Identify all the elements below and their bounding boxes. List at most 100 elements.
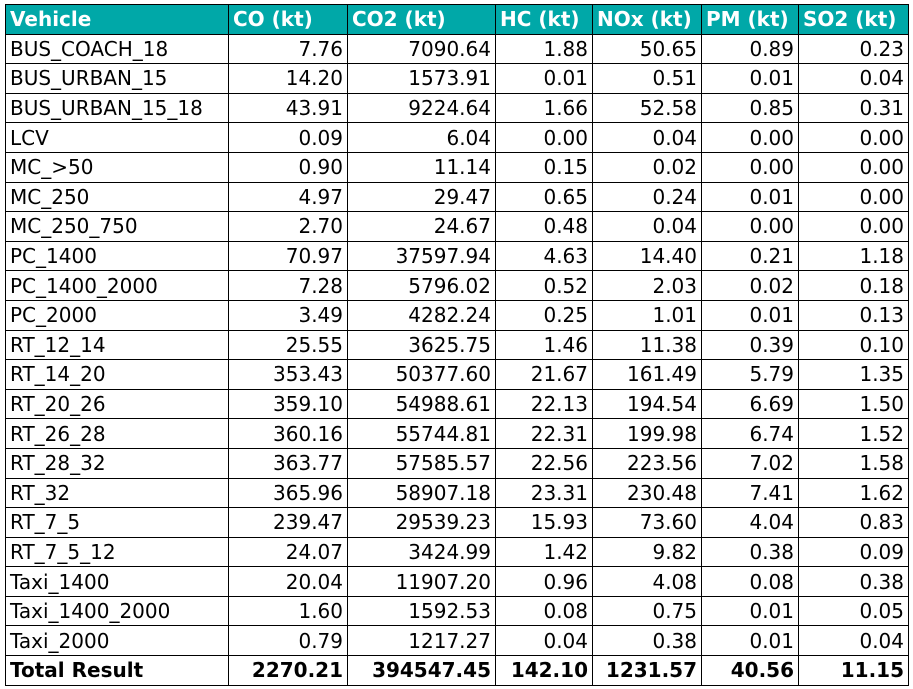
so2-cell: 0.00 [798, 151, 909, 183]
co-cell: 7.76 [228, 33, 348, 65]
table-row: PC_2000 3.49 4282.24 0.25 1.01 0.01 0.13 [5, 299, 909, 331]
table-row: RT_28_32 363.77 57585.57 22.56 223.56 7.02 1.5… [5, 447, 909, 479]
pm-cell: 0.01 [701, 595, 799, 627]
total-so2: 11.15 [798, 655, 909, 686]
co2-cell: 4282.24 [347, 299, 496, 331]
total-row: Total Result 2270.21 394547.45 142.10 12… [5, 655, 909, 686]
so2-cell: 0.18 [798, 270, 909, 301]
so2-cell: 1.58 [798, 447, 909, 479]
hc-cell: 0.65 [495, 181, 593, 213]
header-row: Vehicle CO (kt) CO2 (kt) HC (kt) NOx (kt… [5, 4, 909, 35]
hc-cell: 21.67 [495, 359, 593, 390]
total-co2: 394547.45 [347, 655, 496, 686]
total-co: 2270.21 [228, 655, 348, 686]
so2-cell: 0.05 [798, 595, 909, 627]
pm-cell: 0.01 [701, 625, 799, 657]
pm-cell: 0.21 [701, 240, 799, 272]
total-nox: 1231.57 [592, 655, 702, 686]
column-header-vehicle: Vehicle [5, 4, 229, 35]
table-row: RT_14_20 353.43 50377.60 21.67 161.49 5.79 1.3… [5, 359, 909, 390]
pm-cell: 0.01 [701, 63, 799, 94]
hc-cell: 1.42 [495, 536, 593, 568]
co-cell: 0.09 [228, 122, 348, 153]
co2-cell: 37597.94 [347, 240, 496, 272]
vehicle-cell: PC_1400_2000 [5, 270, 229, 301]
co-cell: 25.55 [228, 329, 348, 361]
vehicle-cell: Taxi_1400_2000 [5, 595, 229, 627]
vehicle-cell: RT_12_14 [5, 329, 229, 361]
hc-cell: 0.48 [495, 211, 593, 242]
nox-cell: 0.04 [592, 211, 702, 242]
co2-cell: 57585.57 [347, 447, 496, 479]
nox-cell: 0.24 [592, 181, 702, 213]
vehicle-cell: LCV [5, 122, 229, 153]
pm-cell: 6.74 [701, 418, 799, 449]
table-row: RT_7_5_12 24.07 3424.99 1.42 9.82 0.38 0.09 [5, 536, 909, 568]
co-cell: 0.79 [228, 625, 348, 657]
nox-cell: 0.75 [592, 595, 702, 627]
so2-cell: 0.10 [798, 329, 909, 361]
table-row: Taxi_1400 20.04 11907.20 0.96 4.08 0.08 0.38 [5, 566, 909, 597]
total-pm: 40.56 [701, 655, 799, 686]
co2-cell: 55744.81 [347, 418, 496, 449]
pm-cell: 0.00 [701, 122, 799, 153]
vehicle-cell: RT_20_26 [5, 388, 229, 420]
hc-cell: 0.00 [495, 122, 593, 153]
so2-cell: 0.09 [798, 536, 909, 568]
vehicle-cell: MC_>50 [5, 151, 229, 183]
nox-cell: 50.65 [592, 33, 702, 65]
table-row: RT_32 365.96 58907.18 23.31 230.48 7.41 1.62 [5, 477, 909, 509]
table-row: MC_>50 0.90 11.14 0.15 0.02 0.00 0.00 [5, 151, 909, 183]
table-row: RT_12_14 25.55 3625.75 1.46 11.38 0.39 0.10 [5, 329, 909, 361]
co2-cell: 29.47 [347, 181, 496, 213]
nox-cell: 14.40 [592, 240, 702, 272]
emissions-table: Vehicle CO (kt) CO2 (kt) HC (kt) NOx (kt… [5, 4, 909, 686]
vehicle-cell: RT_26_28 [5, 418, 229, 449]
co2-cell: 6.04 [347, 122, 496, 153]
hc-cell: 15.93 [495, 507, 593, 538]
co2-cell: 5796.02 [347, 270, 496, 301]
co2-cell: 11907.20 [347, 566, 496, 597]
co-cell: 1.60 [228, 595, 348, 627]
so2-cell: 1.35 [798, 359, 909, 390]
nox-cell: 0.02 [592, 151, 702, 183]
pm-cell: 0.89 [701, 33, 799, 65]
table-body: BUS_COACH_18 7.76 7090.64 1.88 50.65 0.89 0.23… [5, 33, 909, 657]
so2-cell: 0.00 [798, 181, 909, 213]
table-row: BUS_COACH_18 7.76 7090.64 1.88 50.65 0.89 0.23 [5, 33, 909, 65]
co2-cell: 11.14 [347, 151, 496, 183]
vehicle-cell: RT_28_32 [5, 447, 229, 479]
so2-cell: 0.04 [798, 625, 909, 657]
table-row: MC_250 4.97 29.47 0.65 0.24 0.01 0.00 [5, 181, 909, 213]
so2-cell: 1.50 [798, 388, 909, 420]
pm-cell: 0.85 [701, 92, 799, 124]
total-label: Total Result [5, 655, 229, 686]
pm-cell: 7.02 [701, 447, 799, 479]
nox-cell: 230.48 [592, 477, 702, 509]
co2-cell: 3424.99 [347, 536, 496, 568]
vehicle-cell: BUS_COACH_18 [5, 33, 229, 65]
vehicle-cell: RT_14_20 [5, 359, 229, 390]
vehicle-cell: BUS_URBAN_15_18 [5, 92, 229, 124]
hc-cell: 0.96 [495, 566, 593, 597]
co2-cell: 1592.53 [347, 595, 496, 627]
total-hc: 142.10 [495, 655, 593, 686]
nox-cell: 11.38 [592, 329, 702, 361]
nox-cell: 194.54 [592, 388, 702, 420]
nox-cell: 0.38 [592, 625, 702, 657]
hc-cell: 22.56 [495, 447, 593, 479]
co2-cell: 24.67 [347, 211, 496, 242]
pm-cell: 0.00 [701, 151, 799, 183]
hc-cell: 0.01 [495, 63, 593, 94]
vehicle-cell: RT_7_5_12 [5, 536, 229, 568]
pm-cell: 7.41 [701, 477, 799, 509]
co2-cell: 54988.61 [347, 388, 496, 420]
vehicle-cell: Taxi_1400 [5, 566, 229, 597]
so2-cell: 1.62 [798, 477, 909, 509]
co2-cell: 7090.64 [347, 33, 496, 65]
co-cell: 0.90 [228, 151, 348, 183]
so2-cell: 0.00 [798, 211, 909, 242]
co-cell: 70.97 [228, 240, 348, 272]
co-cell: 3.49 [228, 299, 348, 331]
nox-cell: 199.98 [592, 418, 702, 449]
